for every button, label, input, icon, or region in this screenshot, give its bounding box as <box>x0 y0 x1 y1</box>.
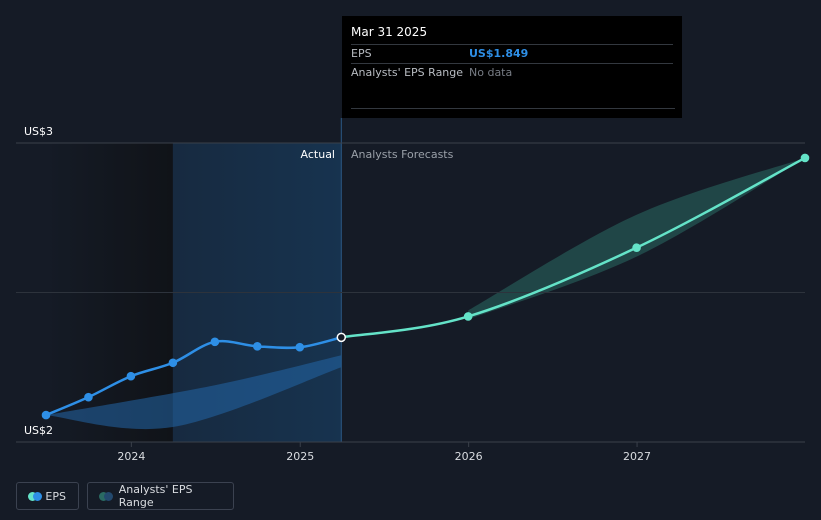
actual-eps-point <box>210 337 220 347</box>
actual-eps-point <box>126 371 136 381</box>
eps-points <box>41 153 810 420</box>
legend-range-button[interactable]: Analysts' EPS Range <box>87 482 234 510</box>
tooltip-range-row: Analysts' EPS Range No data <box>351 63 673 82</box>
legend-eps-label: EPS <box>45 489 66 503</box>
actual-eps-point <box>336 332 347 343</box>
actual-eps-point <box>295 342 305 352</box>
x-tick-label: 2027 <box>623 450 651 463</box>
y-tick-label: US$3 <box>24 125 53 138</box>
legend-range-label: Analysts' EPS Range <box>118 483 193 509</box>
actual-range-band <box>46 355 342 430</box>
y-tick-label: US$2 <box>24 424 53 437</box>
forecast-range-band <box>468 157 805 320</box>
tooltip-eps-label: EPS <box>351 47 372 60</box>
actual-eps-point <box>41 410 51 420</box>
forecasts-label: Analysts Forecasts <box>351 148 454 161</box>
actual-eps-point <box>84 392 93 402</box>
eps-swatch-icon <box>28 491 42 501</box>
chart-labels: Actual Analysts Forecasts <box>301 148 454 161</box>
tooltip-eps-value: US$1.849 <box>469 47 529 60</box>
range-swatch-icon <box>99 491 113 501</box>
tooltip-range-value: No data <box>469 66 513 79</box>
eps-tooltip: Mar 31 2025 EPS US$1.849 Analysts' EPS R… <box>342 16 682 118</box>
actual-eps-point <box>253 342 262 351</box>
forecast-eps-line <box>341 156 806 339</box>
forecast-eps-point <box>800 153 810 163</box>
forecast-eps-point <box>632 243 641 252</box>
tooltip-date: Mar 31 2025 <box>351 25 428 39</box>
x-tick-label: 2025 <box>286 450 314 463</box>
actual-eps-point <box>168 358 178 368</box>
forecast-eps-point <box>463 312 473 321</box>
eps-range-bands <box>46 157 805 430</box>
legend-eps-button[interactable]: EPS <box>16 482 79 510</box>
x-tick-label: 2024 <box>117 450 145 463</box>
chart-gridlines: US$2 US$3 2024 2025 2026 2027 <box>16 125 805 463</box>
actual-label: Actual <box>301 148 335 161</box>
tooltip-range-label: Analysts' EPS Range <box>351 66 464 79</box>
tooltip-eps-row: EPS US$1.849 <box>351 44 673 63</box>
tooltip-divider <box>351 108 675 109</box>
x-tick-label: 2026 <box>455 450 483 463</box>
